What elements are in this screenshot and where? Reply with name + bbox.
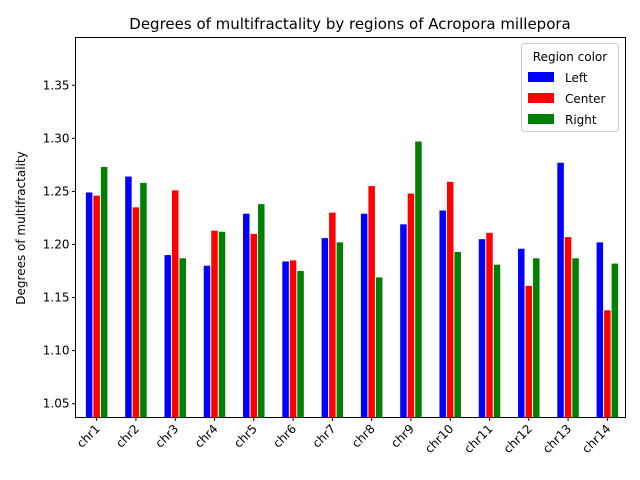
bar-left-chr11: [478, 239, 486, 418]
bar-left-chr4: [203, 265, 211, 418]
bar-left-chr12: [518, 248, 525, 418]
bar-center-chr10: [446, 181, 454, 418]
legend-frame: [521, 43, 619, 132]
bar-left-chr9: [400, 224, 407, 418]
y-tick-label: 1.20: [43, 237, 70, 251]
bar-right-chr11: [493, 264, 501, 418]
bar-center-chr14: [604, 310, 611, 418]
y-tick-label: 1.25: [43, 184, 70, 198]
chart-title: Degrees of multifractality by regions of…: [129, 15, 570, 33]
bar-left-chr6: [282, 261, 289, 418]
bar-right-chr10: [454, 251, 461, 418]
bar-center-chr13: [564, 237, 572, 418]
bar-center-chr4: [211, 230, 218, 418]
bar-left-chr14: [596, 242, 604, 418]
legend-swatch-center: [528, 93, 554, 103]
bar-center-chr3: [171, 190, 179, 418]
legend: Region color Left Center Right: [521, 43, 619, 132]
x-tick-label: chr4: [192, 422, 221, 451]
x-tick-label: chr11: [461, 422, 495, 456]
y-tick-label: 1.30: [43, 131, 70, 145]
bar-center-chr9: [407, 193, 415, 418]
legend-title: Region color: [533, 50, 608, 64]
bar-left-chr8: [360, 213, 368, 418]
bar-left-chr3: [164, 255, 171, 418]
bar-left-chr2: [125, 176, 132, 418]
bar-right-chr6: [297, 271, 304, 418]
y-axis: 1.05 1.10 1.15 1.20 1.25 1.30 1.35: [43, 78, 76, 411]
x-tick-label: chr8: [349, 422, 378, 451]
y-tick-label: 1.15: [43, 291, 70, 305]
y-axis-label: Degrees of multifractality: [14, 151, 28, 304]
bar-right-chr4: [218, 231, 226, 418]
bar-right-chr8: [375, 277, 383, 418]
legend-swatch-left: [528, 72, 554, 82]
bar-right-chr7: [336, 242, 344, 418]
legend-label-center: Center: [565, 92, 605, 106]
bar-right-chr9: [415, 141, 422, 418]
bar-left-chr10: [439, 210, 446, 418]
bar-center-chr5: [250, 233, 258, 418]
bar-center-chr7: [329, 212, 336, 418]
x-tick-label: chr9: [388, 422, 417, 451]
bar-left-chr7: [321, 238, 329, 418]
x-tick-label: chr2: [113, 422, 142, 451]
bar-right-chr1: [100, 166, 108, 418]
y-tick-label: 1.05: [43, 397, 70, 411]
bars: [85, 141, 619, 418]
bar-right-chr5: [258, 204, 265, 418]
x-tick-label: chr13: [540, 422, 574, 456]
x-tick-label: chr7: [310, 422, 339, 451]
legend-label-left: Left: [565, 71, 588, 85]
y-tick-label: 1.10: [43, 344, 70, 358]
bar-center-chr8: [368, 186, 375, 418]
bar-center-chr2: [132, 207, 140, 418]
plot-area: [75, 37, 626, 418]
x-axis: chr1 chr2 chr3 chr4 chr5 chr6 chr7 chr8 chr9 chr1…: [74, 417, 613, 456]
bar-right-chr12: [533, 258, 540, 418]
bar-right-chr14: [611, 263, 619, 418]
bar-center-chr1: [93, 195, 100, 418]
bar-left-chr1: [85, 192, 93, 418]
x-tick-label: chr1: [74, 422, 103, 451]
legend-label-right: Right: [565, 113, 597, 127]
legend-swatch-right: [528, 114, 554, 124]
bar-left-chr13: [557, 162, 564, 418]
bar-right-chr3: [179, 258, 186, 418]
bar-center-chr12: [525, 285, 533, 418]
x-tick-label: chr6: [270, 422, 299, 451]
bar-left-chr5: [243, 213, 250, 418]
bar-center-chr11: [486, 232, 493, 418]
x-tick-label: chr3: [152, 422, 181, 451]
x-tick-label: chr14: [579, 422, 613, 456]
bar-right-chr2: [140, 182, 147, 418]
bar-right-chr13: [572, 258, 579, 418]
x-tick-label: chr5: [231, 422, 260, 451]
x-tick-label: chr12: [501, 422, 535, 456]
x-tick-label: chr10: [422, 422, 456, 456]
bar-center-chr6: [289, 260, 297, 418]
y-tick-label: 1.35: [43, 78, 70, 92]
